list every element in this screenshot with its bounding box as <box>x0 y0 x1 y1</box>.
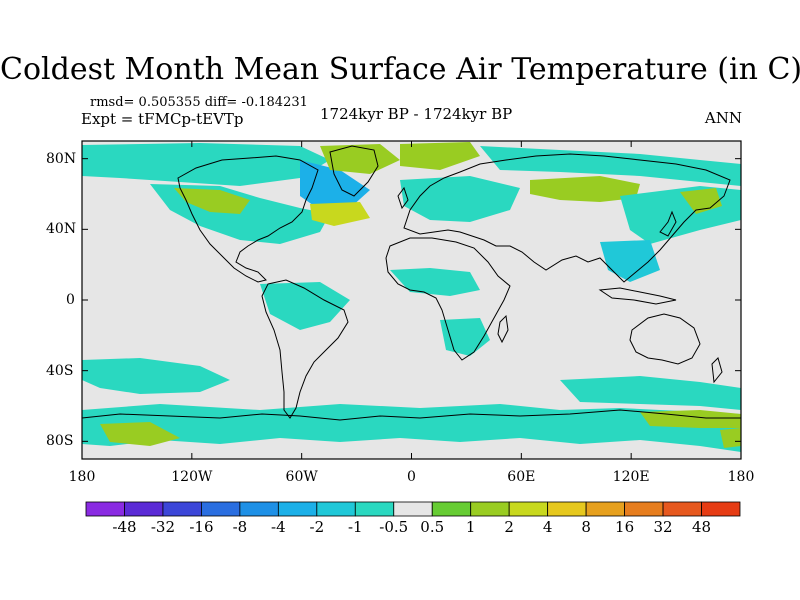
coastline-north-america <box>177 155 319 283</box>
lon-label: 60W <box>285 469 318 485</box>
coastline-africa <box>385 237 511 361</box>
lon-label: 120W <box>171 469 213 485</box>
colorbar-label: 4 <box>542 518 553 536</box>
anomaly-patch <box>400 176 520 222</box>
colorbar-swatch <box>354 501 395 517</box>
experiment-label: Expt = tFMCp-tEVTp <box>81 110 244 128</box>
anomaly-patch <box>310 202 370 226</box>
colorbar-swatch <box>239 501 279 517</box>
colorbar-label: -2 <box>309 518 325 536</box>
map-ticks <box>81 141 742 459</box>
lat-label: 40N <box>46 221 77 238</box>
colorbar-label: 0.5 <box>420 518 445 536</box>
colorbar-swatch <box>624 501 664 517</box>
lat-label: 40S <box>46 362 74 379</box>
colorbar-swatch <box>316 501 356 517</box>
colorbar-swatch <box>470 501 510 517</box>
colorbar-swatch <box>201 501 241 517</box>
lon-label: 60E <box>507 469 536 485</box>
colorbar-label: -1 <box>347 518 363 536</box>
coastline-south-america <box>261 279 349 419</box>
anomaly-patch <box>480 146 741 186</box>
coastline-japan <box>659 210 677 237</box>
colorbar-label: -48 <box>112 518 137 536</box>
lat-label: 80N <box>46 150 77 167</box>
coastline-australia <box>629 313 701 365</box>
lon-label: 180 <box>68 469 96 485</box>
colorbar-swatch <box>124 501 164 517</box>
colorbar-label: -8 <box>232 518 248 536</box>
anomaly-patch <box>640 410 741 428</box>
anomaly-patch <box>720 428 741 448</box>
colorbar-swatch <box>393 501 433 517</box>
colorbar-label: -32 <box>150 518 176 536</box>
lon-label: 180 <box>727 469 755 485</box>
anomaly-patch <box>174 188 250 214</box>
stats-text: rmsd= 0.505355 diff= -0.184231 <box>90 95 308 110</box>
colorbar-label: 8 <box>581 518 591 536</box>
coastline-madagascar <box>497 314 509 344</box>
colorbar-label: 1 <box>465 518 476 536</box>
colorbar-swatch <box>547 501 587 517</box>
coastline-eurasia <box>403 153 731 283</box>
anomaly-patch <box>82 404 741 452</box>
lat-label: 80S <box>46 433 74 450</box>
colorbar-swatch <box>85 501 125 517</box>
coastline-greenland <box>329 145 379 197</box>
colorbar-label: -4 <box>271 518 286 536</box>
colorbar-label: 32 <box>653 518 673 536</box>
colorbar-label: 48 <box>691 518 712 536</box>
coastline-indonesia <box>598 287 677 305</box>
anomaly-patch <box>600 240 660 282</box>
anomaly-patch <box>320 144 400 174</box>
anomaly-patch <box>400 142 480 170</box>
anomaly-patch <box>390 268 480 296</box>
coastlines <box>81 145 741 421</box>
anomaly-patch <box>530 176 640 202</box>
lat-label: 0 <box>66 292 75 308</box>
anomaly-patch <box>82 358 230 394</box>
colorbar-label: -0.5 <box>379 518 409 536</box>
coastline-uk <box>397 186 409 210</box>
anomaly-patch <box>260 282 350 330</box>
map-title: Coldest Month Mean Surface Air Temperatu… <box>0 52 800 87</box>
coastline-antarctica <box>81 409 741 421</box>
colorbar-swatch <box>585 501 625 517</box>
colorbar-swatch <box>431 501 472 517</box>
lon-label: 120E <box>612 469 650 485</box>
colorbar-label: 16 <box>615 518 635 536</box>
colorbar-swatch <box>277 501 318 517</box>
lon-label: 0 <box>407 469 416 485</box>
colorbar-label: -16 <box>189 518 214 536</box>
period-label: 1724kyr BP - 1724kyr BP <box>320 105 513 123</box>
season-label: ANN <box>704 109 742 127</box>
coastline-new-zealand <box>711 357 723 384</box>
colorbar-swatch <box>662 501 702 517</box>
anomaly-patch <box>100 422 180 446</box>
anomaly-patch <box>680 188 722 214</box>
colorbar-label: 2 <box>504 518 514 536</box>
colorbar-swatch <box>701 501 741 517</box>
colorbar-swatch <box>162 501 202 517</box>
colorbar-swatch <box>508 501 549 517</box>
anomaly-patch <box>560 376 741 410</box>
